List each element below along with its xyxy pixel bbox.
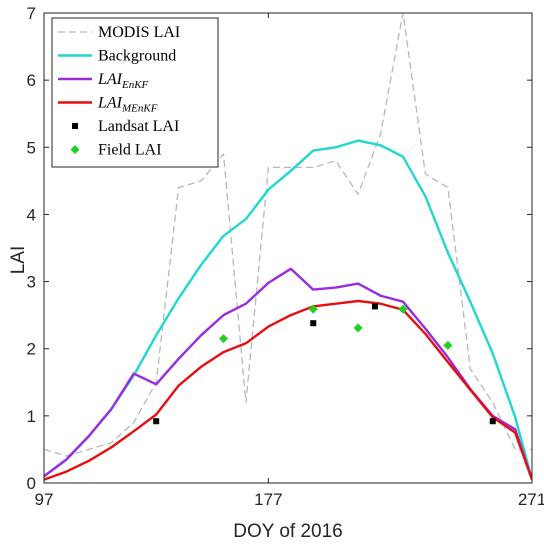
- field-point: [218, 334, 228, 344]
- y-axis-label: LAI: [8, 246, 29, 275]
- field-point: [398, 304, 408, 314]
- y-tick-label: 2: [27, 340, 36, 359]
- legend-label-field: Field LAI: [98, 142, 162, 159]
- landsat-point: [489, 418, 496, 425]
- plot-area: [44, 13, 532, 481]
- legend-label-modis: MODIS LAI: [98, 24, 180, 41]
- series-line-menkf: [44, 299, 532, 481]
- landsat-point: [371, 303, 378, 310]
- series-line-enkf: [44, 267, 532, 480]
- x-axis-label: DOY of 2016: [233, 521, 343, 542]
- landsat-point: [153, 418, 160, 425]
- y-tick-label: 0: [27, 474, 36, 493]
- y-tick-label: 7: [27, 4, 36, 23]
- field-point: [443, 340, 453, 350]
- axes-frame: [43, 12, 533, 484]
- y-tick-label: 5: [27, 138, 36, 157]
- legend-swatch-field: [70, 145, 80, 154]
- legend-box: [51, 17, 219, 168]
- series-line-modis: [44, 13, 532, 457]
- y-tick-label: 3: [27, 273, 36, 292]
- y-tick-label: 1: [27, 407, 36, 426]
- x-tick-label: 177: [254, 490, 282, 509]
- legend-label-landsat: Landsat LAI: [98, 118, 179, 135]
- y-tick-label: 6: [27, 71, 36, 90]
- field-point: [308, 304, 318, 314]
- landsat-point: [310, 320, 317, 327]
- x-tick-label: 271: [518, 490, 544, 509]
- x-tick-label: 97: [35, 490, 54, 509]
- y-tick-label: 4: [27, 205, 36, 224]
- axes: 0 1 2 3 4 5 6 7 97 177 271: [27, 4, 544, 509]
- legend: MODIS LAIBackgroundLAIEnKFLAIMEnKFLandsa…: [51, 17, 219, 168]
- legend-label-background: Background: [98, 48, 176, 65]
- legend-swatch-landsat: [72, 123, 78, 129]
- field-point: [353, 323, 363, 333]
- series-line-background: [44, 139, 532, 480]
